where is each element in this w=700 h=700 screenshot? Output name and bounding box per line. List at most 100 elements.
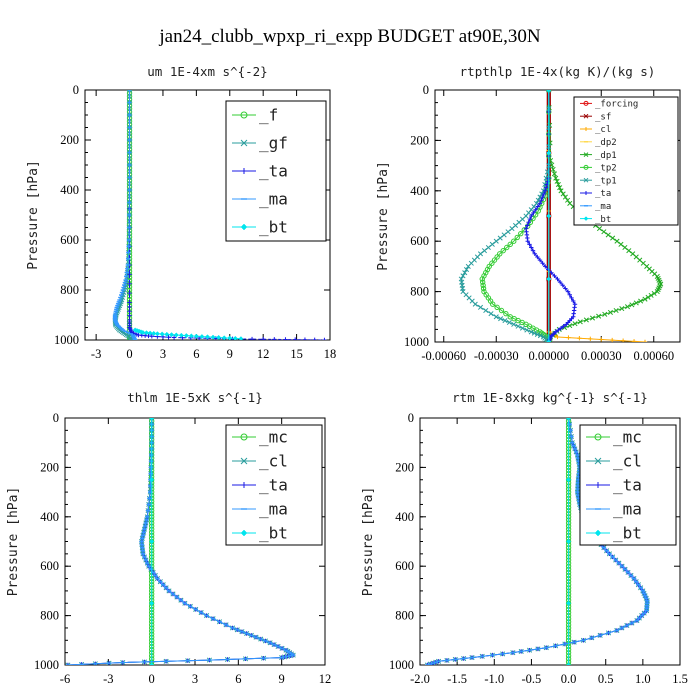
data-point [504,244,510,251]
legend: _mc _cl _ta _ma _bt [225,424,323,546]
data-point [565,289,571,294]
data-point [518,230,524,237]
y-tick-label: 200 [60,133,79,147]
x-tick-label: -3 [91,347,101,361]
data-point [589,315,596,321]
legend: _f _gf _ta _ma _bt [225,100,327,242]
legend-label: _ma [595,202,611,212]
data-point [554,178,560,184]
data-point [283,337,288,340]
series-markers-tp2 [479,90,552,342]
data-point [463,266,470,273]
y-tick-label: 0 [423,83,429,97]
data-point [149,418,155,421]
legend-marker [241,168,247,174]
data-point [572,321,578,327]
legend-marker [240,529,248,537]
data-point [626,248,632,254]
data-point [543,264,548,269]
legend-label: _sf [595,112,611,122]
legend-marker [594,433,602,441]
series-line-tp2 [481,90,550,342]
data-point [493,314,499,320]
data-point [227,335,233,340]
legend-marker [240,111,248,119]
data-point [494,254,500,260]
data-point [164,331,170,337]
data-point [631,339,637,342]
data-point [489,260,495,266]
x-tick-label: 0.00030 [581,349,622,363]
data-point [638,298,644,304]
data-point [149,418,155,421]
series-group [65,418,296,665]
figure-title: jan24_clubb_wpxp_ri_expp BUDGET at90E,30… [158,26,540,47]
data-point [555,276,560,282]
y-tick-label: 400 [410,184,429,198]
data-point [260,337,266,340]
legend-marker [584,191,588,195]
data-point [498,316,504,322]
legend-marker [583,113,589,119]
legend-label: _ma [259,500,288,519]
y-tick-label: 1000 [404,335,429,349]
data-point [166,334,171,340]
x-tick-label: 9 [227,347,233,361]
data-point [529,245,534,250]
data-point [546,213,552,219]
chart-panel-3: thlm 1E-5xK s^{-1} Pressure [hPa] 0 200 400 6… [6,390,331,686]
y-tick-label: 1000 [54,333,79,347]
data-point [527,242,532,247]
data-point [645,294,651,300]
legend-label: _gf [259,134,288,153]
chart-panel-1: um 1E-4xm s^{-2} Pressure [hPa] 0 200 400 600… [26,64,336,361]
legend-marker [595,482,601,488]
data-point [501,232,507,238]
y-tick-label: 0 [53,411,59,425]
legend-marker [240,223,248,231]
legend-marker [241,482,247,488]
legend-marker [583,164,589,170]
data-point [566,600,572,606]
data-point [127,290,132,296]
legend-label: _cl [613,452,642,471]
data-point [588,336,593,342]
data-point [154,331,160,337]
data-point [503,310,509,317]
data-point [614,238,620,244]
data-point [549,270,554,275]
data-point [530,248,536,253]
x-tick-label: 0 [126,347,132,361]
legend-label: _cl [595,125,611,135]
legend-label: _tp2 [595,164,617,174]
y-tick-label: 0 [408,411,414,425]
data-point [480,282,486,288]
data-point [525,223,530,228]
legend-label: _mc [613,428,642,447]
data-point [462,270,468,276]
data-point [140,329,146,336]
data-point [490,301,496,307]
data-point [535,204,541,209]
data-point [519,325,526,331]
legend-box [225,424,323,546]
y-tick-label: 200 [40,460,59,474]
data-point [151,330,157,336]
series-line-tp1 [460,90,550,342]
data-point [557,279,563,285]
data-point [210,334,216,340]
data-point [654,289,660,295]
data-point [511,321,517,327]
series-markers-bt [149,418,155,665]
data-point [65,662,71,665]
legend-marker [240,139,248,147]
data-point [541,191,547,197]
data-point [312,337,317,340]
legend-label: _bt [259,524,288,543]
y-tick-label: 800 [60,283,79,297]
series-markers-ma [112,90,138,340]
data-point [149,662,155,665]
data-point [642,296,648,302]
data-point [566,418,572,421]
data-point [173,332,179,338]
